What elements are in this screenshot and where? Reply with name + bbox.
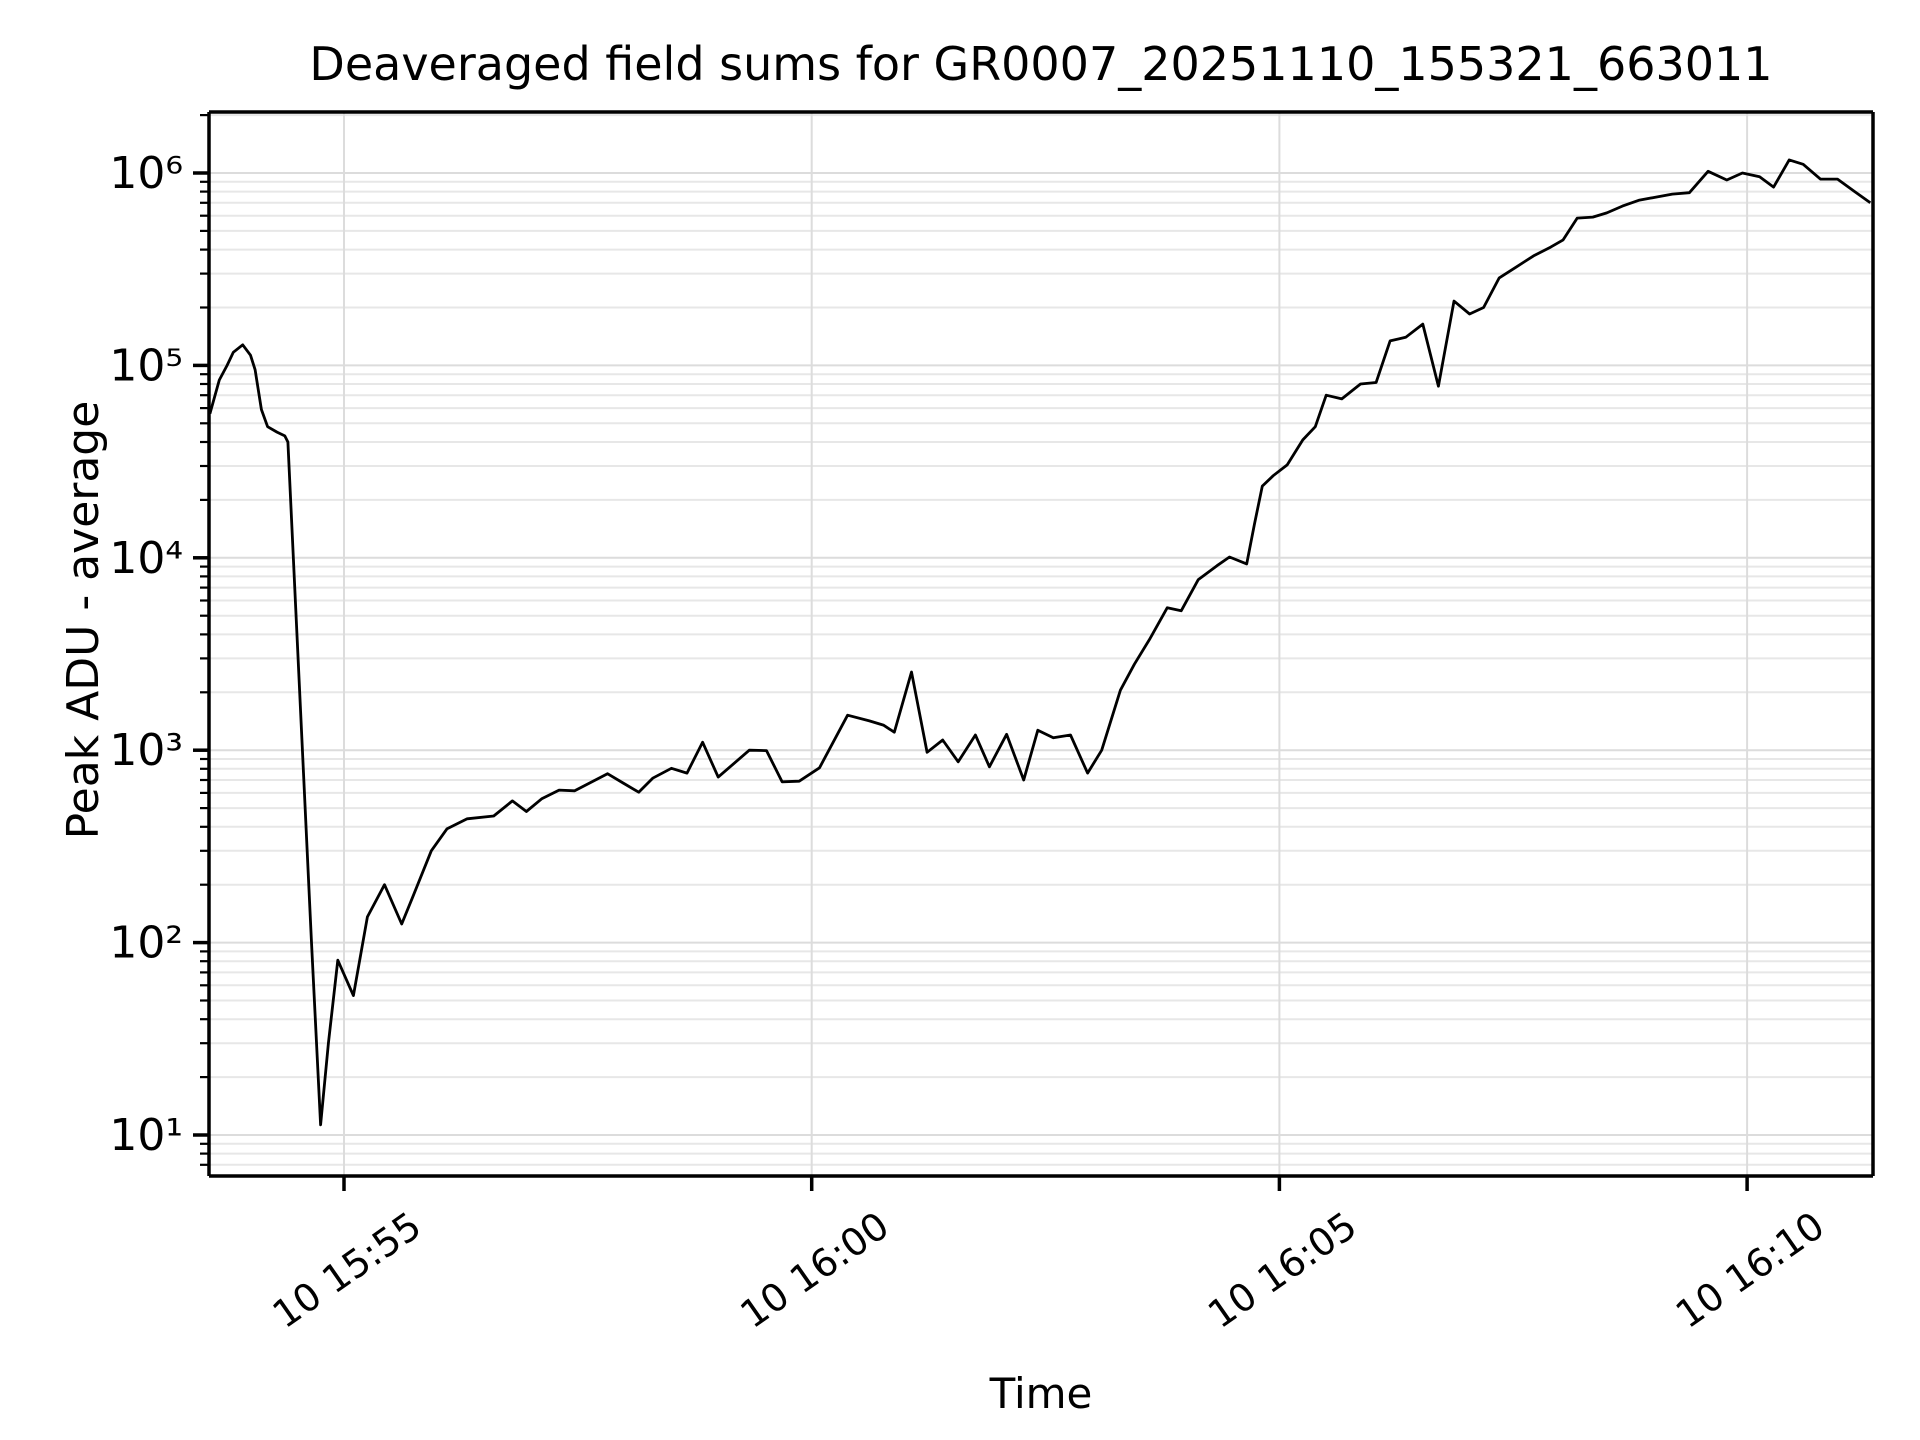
axis-ticks [193, 113, 1749, 1191]
major-gridlines [209, 112, 1873, 1176]
y-tick-label: 10⁶ [109, 148, 183, 199]
y-axis-label: Peak ADU - average [58, 401, 109, 840]
axes-spines [207, 110, 1875, 1178]
x-tick-label: 10 16:10 [1668, 1203, 1832, 1337]
data-series [208, 158, 1872, 1127]
x-tick-label: 10 15:55 [265, 1203, 429, 1337]
minor-gridlines [209, 114, 1873, 1166]
y-tick-label: 10² [109, 918, 183, 969]
data-line [208, 158, 1872, 1127]
y-tick-label: 10⁵ [109, 340, 183, 391]
chart-title: Deaveraged field sums for GR0007_2025111… [309, 37, 1772, 91]
y-tick-label: 10⁴ [109, 533, 183, 584]
x-tick-label: 10 16:00 [732, 1203, 896, 1337]
y-tick-label: 10³ [109, 725, 183, 776]
x-axis-label: Time [989, 1369, 1093, 1418]
y-tick-label: 10¹ [109, 1110, 183, 1161]
x-tick-label: 10 16:05 [1200, 1203, 1364, 1337]
